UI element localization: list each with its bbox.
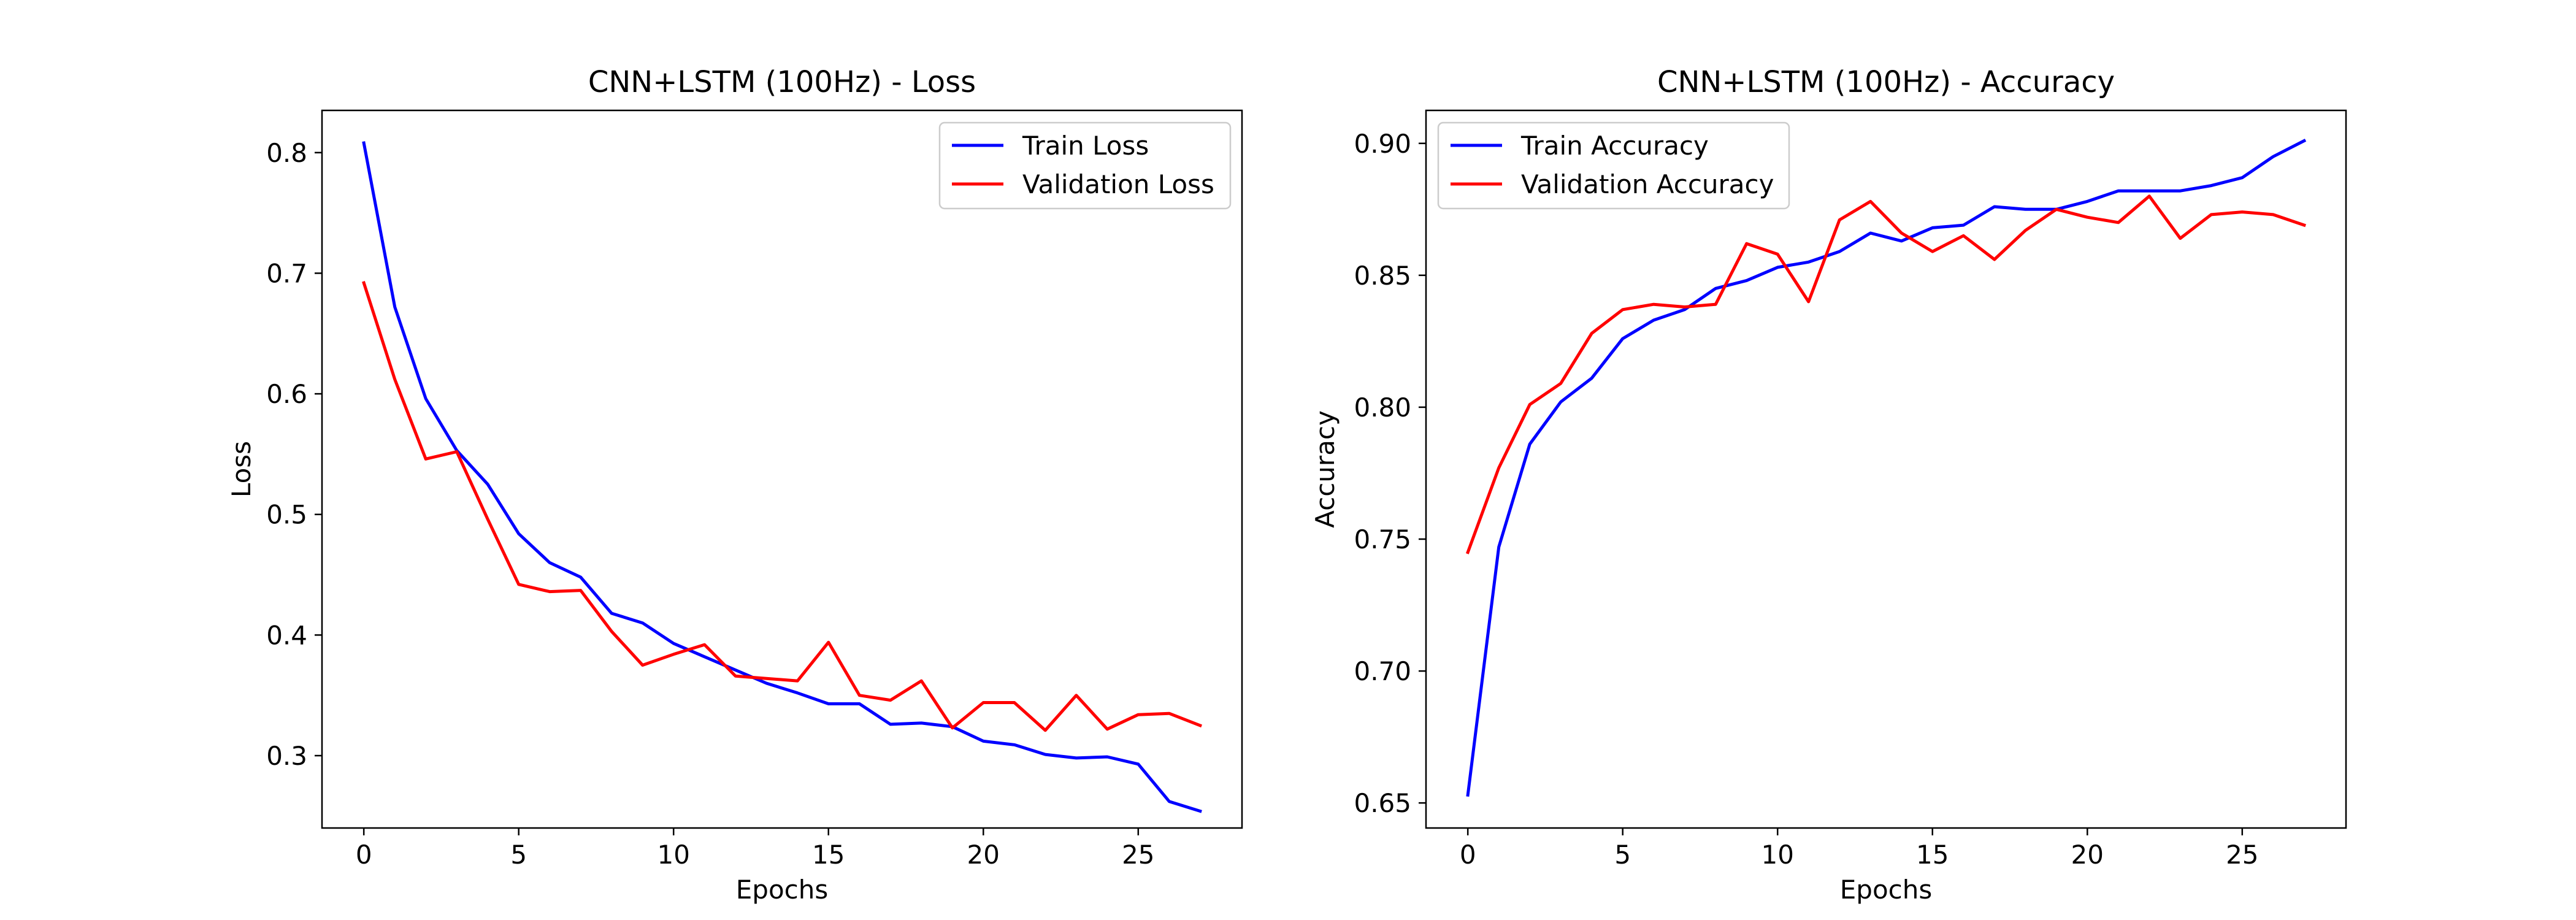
- loss-ytick-label: 0.4: [266, 620, 307, 650]
- loss-ytick-label: 0.3: [266, 741, 307, 771]
- accuracy-ytick-label: 0.70: [1354, 656, 1411, 686]
- loss-chart-xlabel: Epochs: [736, 875, 829, 905]
- accuracy-legend-val-label: Validation Accuracy: [1521, 169, 1774, 199]
- accuracy-ytick-label: 0.80: [1354, 393, 1411, 423]
- loss-legend-val-label: Validation Loss: [1022, 169, 1214, 199]
- accuracy-chart-xlabel: Epochs: [1840, 875, 1933, 905]
- loss-chart-title: CNN+LSTM (100Hz) - Loss: [588, 65, 976, 99]
- accuracy-chart-panel: CNN+LSTM (100Hz) - Accuracy Epochs Accur…: [1310, 65, 2347, 905]
- accuracy-chart-legend: Train Accuracy Validation Accuracy: [1437, 121, 1790, 210]
- loss-xtick-label: 5: [510, 840, 527, 870]
- loss-legend-train-label: Train Loss: [1022, 131, 1149, 161]
- loss-chart-series: [362, 141, 1203, 813]
- accuracy-legend-train-label: Train Accuracy: [1520, 131, 1709, 161]
- loss-xtick-label: 20: [967, 840, 1000, 870]
- accuracy-xtick-label: 10: [1761, 840, 1794, 870]
- loss-xtick-label: 25: [1122, 840, 1154, 870]
- accuracy-chart-ylabel: Accuracy: [1310, 410, 1340, 528]
- accuracy-ytick-label: 0.75: [1354, 524, 1411, 554]
- loss-ytick-label: 0.8: [266, 138, 307, 168]
- loss-chart-legend: Train Loss Validation Loss: [938, 121, 1232, 210]
- loss-chart-ylabel: Loss: [226, 441, 256, 497]
- accuracy-series-line-validation: [1465, 194, 2306, 554]
- loss-xtick-label: 0: [356, 840, 372, 870]
- loss-xtick-label: 10: [657, 840, 690, 870]
- accuracy-xtick-label: 0: [1460, 840, 1476, 870]
- accuracy-chart-ticks: 0 5 10 15 20 25 0.65 0.70 0.75 0.80 0.85 0.90: [1354, 129, 2258, 870]
- loss-chart-panel: CNN+LSTM (100Hz) - Loss Epochs Loss 0 5 10…: [226, 65, 1243, 905]
- accuracy-legend-box: [1437, 121, 1790, 210]
- accuracy-ytick-label: 0.85: [1354, 261, 1411, 291]
- accuracy-ytick-label: 0.65: [1354, 788, 1411, 818]
- loss-series-line-train: [362, 141, 1202, 813]
- accuracy-chart-title: CNN+LSTM (100Hz) - Accuracy: [1657, 65, 2115, 99]
- loss-chart-ticks: 0 5 10 15 20 25 0.3 0.4 0.5 0.6 0.7 0.8: [266, 138, 1154, 870]
- loss-xtick-label: 15: [812, 840, 845, 870]
- loss-series-line-validation: [362, 281, 1203, 732]
- loss-legend-box: [938, 121, 1232, 210]
- loss-ytick-label: 0.6: [266, 379, 307, 409]
- accuracy-chart-plot-frame: [1425, 109, 2347, 829]
- accuracy-chart-series: [1465, 139, 2307, 797]
- accuracy-xtick-label: 5: [1614, 840, 1631, 870]
- loss-ytick-label: 0.7: [266, 258, 307, 288]
- accuracy-xtick-label: 25: [2226, 840, 2258, 870]
- accuracy-xtick-label: 20: [2071, 840, 2104, 870]
- loss-chart-plot-frame: [321, 109, 1243, 829]
- loss-ytick-label: 0.5: [266, 500, 307, 530]
- accuracy-series-line-train: [1466, 139, 2307, 797]
- accuracy-xtick-label: 15: [1916, 840, 1949, 870]
- accuracy-ytick-label: 0.90: [1354, 129, 1411, 159]
